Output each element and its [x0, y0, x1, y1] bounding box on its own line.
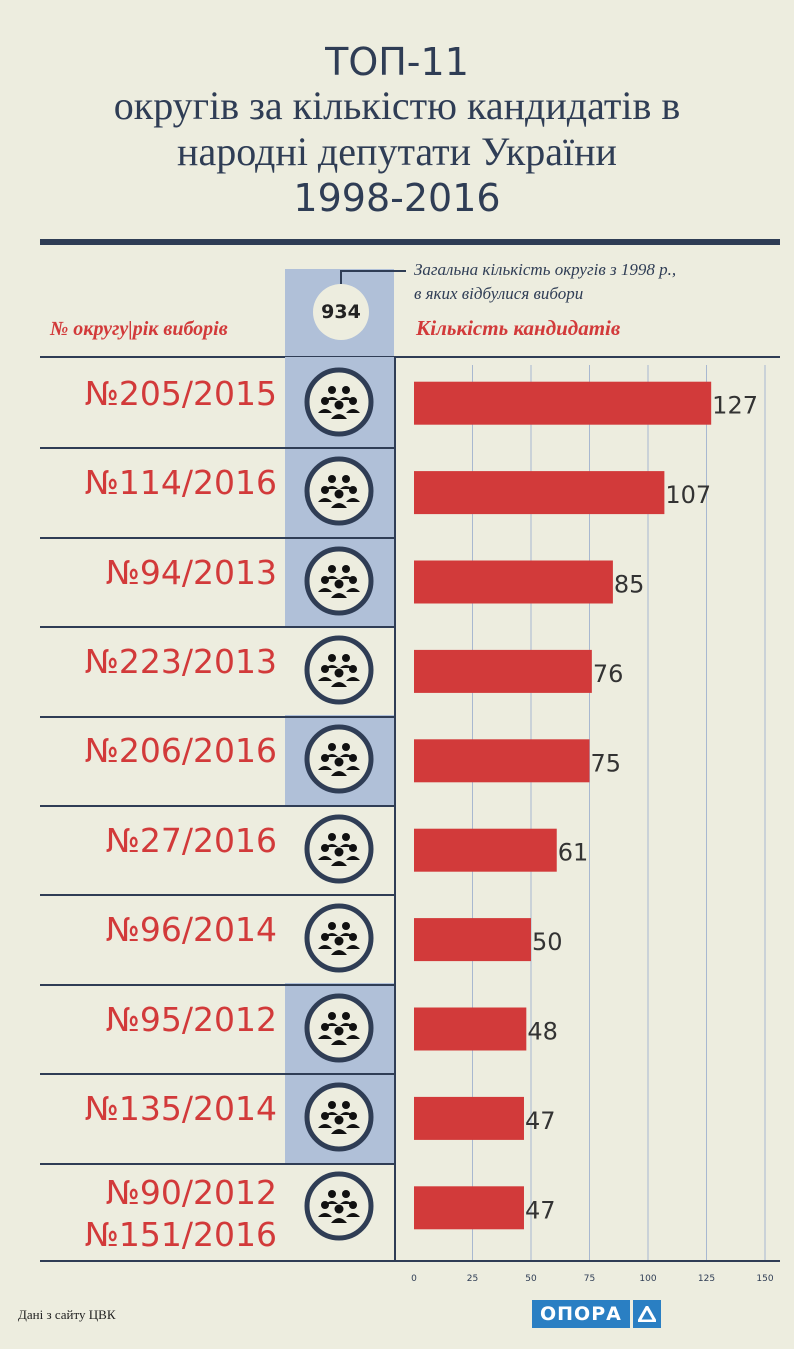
district-label-line: №95/2012 — [105, 999, 277, 1039]
district-label-line: №205/2015 — [84, 373, 277, 413]
x-tick-label-100: 100 — [639, 1274, 656, 1284]
row-divider — [40, 1162, 394, 1165]
bar — [414, 560, 613, 604]
row-divider — [40, 1073, 394, 1076]
bar — [414, 918, 531, 962]
district-label-line: №90/2012 — [105, 1173, 277, 1213]
district-label: №135/2014 — [17, 1088, 277, 1130]
row-divider — [40, 805, 394, 807]
bar-value-label: 47 — [525, 1107, 556, 1135]
district-label: №206/2016 — [17, 730, 277, 772]
people-group-icon — [304, 724, 374, 794]
logo-triangle-icon — [632, 1300, 661, 1328]
district-label-line: №135/2014 — [84, 1088, 277, 1128]
bar — [414, 1096, 524, 1140]
bar-value-label: 48 — [527, 1018, 558, 1046]
bar-value-label: 107 — [665, 481, 711, 509]
bar-value-label: 50 — [532, 928, 563, 956]
district-label: №96/2014 — [17, 909, 277, 951]
row-divider — [40, 715, 394, 718]
bar — [414, 828, 557, 872]
people-group-icon — [304, 1082, 374, 1152]
x-tick-label-150: 150 — [756, 1274, 773, 1284]
district-label-line: №94/2013 — [105, 552, 277, 592]
district-label-line: №96/2014 — [105, 910, 277, 950]
district-column-label: № округу|рік виборів — [50, 318, 228, 340]
chart-bottom-line — [40, 1260, 780, 1262]
row-divider — [40, 536, 394, 539]
note-line-1: Загальна кількість округів з 1998 р., — [414, 260, 677, 279]
title-divider — [40, 239, 780, 245]
district-label-line: №114/2016 — [84, 463, 277, 503]
total-districts-note: Загальна кількість округів з 1998 р., в … — [414, 258, 774, 306]
total-districts-badge: 934 — [313, 284, 369, 340]
header-divider — [40, 356, 780, 358]
row-divider — [40, 447, 394, 450]
note-line-2: в яких відбулися вибори — [414, 284, 584, 303]
bar — [414, 471, 665, 515]
people-group-icon — [304, 456, 374, 526]
x-tick-label-25: 25 — [467, 1274, 478, 1284]
logo-text: ОПОРА — [532, 1300, 630, 1328]
people-group-icon — [304, 546, 374, 616]
title-line-3: народні депутати України — [177, 129, 617, 174]
district-label: №114/2016 — [17, 462, 277, 504]
x-tick-label-75: 75 — [584, 1274, 595, 1284]
note-connector-horizontal — [340, 270, 406, 272]
bar-value-label: 61 — [558, 839, 589, 867]
people-group-icon — [304, 993, 374, 1063]
title-line-1: ТОП-11 — [325, 40, 469, 84]
district-label: №205/2015 — [17, 373, 277, 415]
bar-value-label: 75 — [591, 749, 622, 777]
row-divider — [40, 626, 394, 629]
district-label: №95/2012 — [17, 999, 277, 1041]
people-group-icon — [304, 814, 374, 884]
data-source-note: Дані з сайту ЦВК — [18, 1307, 116, 1322]
count-column-label: Кількість кандидатів — [416, 316, 621, 340]
x-tick-label-125: 125 — [698, 1274, 715, 1284]
people-group-icon — [304, 1171, 374, 1241]
row-divider — [40, 894, 394, 897]
opora-logo: ОПОРА — [532, 1300, 661, 1328]
chart-title: ТОП-11 округів за кількістю кандидатів в… — [0, 40, 794, 220]
chart-axis-line — [394, 357, 396, 1261]
district-label-line: №151/2016 — [84, 1215, 277, 1255]
bar — [414, 649, 592, 693]
bar — [414, 1007, 527, 1051]
x-tick-label-50: 50 — [525, 1274, 537, 1284]
bar — [414, 739, 590, 783]
row-divider — [40, 983, 394, 986]
district-label-line: №223/2013 — [84, 641, 277, 681]
bar-value-label: 127 — [712, 392, 758, 420]
title-line-4: 1998-2016 — [293, 176, 501, 220]
district-label: №90/2012 №151/2016 — [17, 1172, 277, 1256]
district-label: №223/2013 — [17, 641, 277, 683]
people-group-icon — [304, 903, 374, 973]
bar-value-label: 76 — [593, 660, 624, 688]
district-label: №94/2013 — [17, 552, 277, 594]
people-group-icon — [304, 367, 374, 437]
bar-value-label: 85 — [614, 571, 645, 599]
x-tick-label-0: 0 — [411, 1274, 417, 1284]
bar — [414, 1186, 524, 1230]
district-label: №27/2016 — [17, 820, 277, 862]
bar — [414, 381, 712, 425]
people-group-icon — [304, 635, 374, 705]
district-label-line: №206/2016 — [84, 731, 277, 771]
note-connector-vertical — [340, 270, 342, 284]
title-line-2: округів за кількістю кандидатів в — [113, 83, 681, 128]
district-label-line: №27/2016 — [105, 820, 277, 860]
bar-value-label: 47 — [525, 1196, 556, 1224]
